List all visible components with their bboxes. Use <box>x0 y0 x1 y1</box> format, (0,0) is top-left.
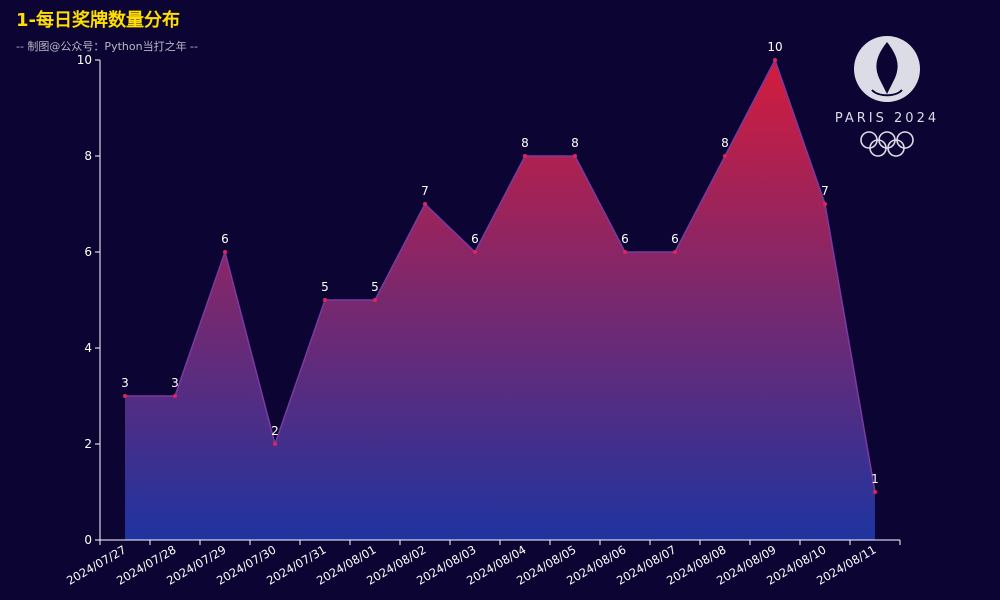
data-point <box>623 250 627 254</box>
data-point <box>423 202 427 206</box>
label-layer: 3 3 6 2 5 5 7 6 8 8 6 6 8 10 7 1 <box>121 40 879 486</box>
paris-2024-logo: PARIS 2024 <box>835 36 939 157</box>
chart-subtitle: -- 制图@公众号：Python当打之年 -- <box>16 40 198 53</box>
data-label: 6 <box>621 232 629 246</box>
point-layer <box>123 58 877 494</box>
data-label: 5 <box>371 280 379 294</box>
data-label: 2 <box>271 424 279 438</box>
logo-text: PARIS 2024 <box>835 111 939 126</box>
data-label: 1 <box>871 472 879 486</box>
data-point <box>223 250 227 254</box>
data-label: 3 <box>121 376 129 390</box>
chart-title: 1-每日奖牌数量分布 <box>16 10 180 31</box>
y-tick-label: 0 <box>84 533 92 547</box>
data-label: 8 <box>521 136 529 150</box>
data-point <box>323 298 327 302</box>
data-point <box>273 442 277 446</box>
data-point <box>723 154 727 158</box>
data-label: 8 <box>571 136 579 150</box>
data-label: 8 <box>721 136 729 150</box>
data-point <box>173 394 177 398</box>
data-label: 6 <box>221 232 229 246</box>
data-label: 7 <box>821 184 829 198</box>
data-point <box>873 490 877 494</box>
data-point <box>573 154 577 158</box>
data-label: 5 <box>321 280 329 294</box>
olympic-rings-icon <box>860 131 914 157</box>
y-tick-label: 10 <box>77 53 92 67</box>
data-point <box>673 250 677 254</box>
data-point <box>823 202 827 206</box>
data-point <box>373 298 377 302</box>
y-tick-label: 8 <box>84 149 92 163</box>
data-point <box>473 250 477 254</box>
series-line <box>125 58 876 493</box>
flame-face-icon <box>854 36 920 102</box>
data-label: 6 <box>471 232 479 246</box>
data-point <box>773 58 777 62</box>
data-label: 6 <box>671 232 679 246</box>
data-label: 7 <box>421 184 429 198</box>
data-label: 3 <box>171 376 179 390</box>
data-point <box>123 394 127 398</box>
data-label: 10 <box>767 40 782 54</box>
data-point <box>523 154 527 158</box>
y-tick-label: 2 <box>84 437 92 451</box>
area-layer <box>125 58 876 540</box>
series-area <box>125 60 875 540</box>
y-tick-label: 4 <box>84 341 92 355</box>
y-tick-label: 6 <box>84 245 92 259</box>
